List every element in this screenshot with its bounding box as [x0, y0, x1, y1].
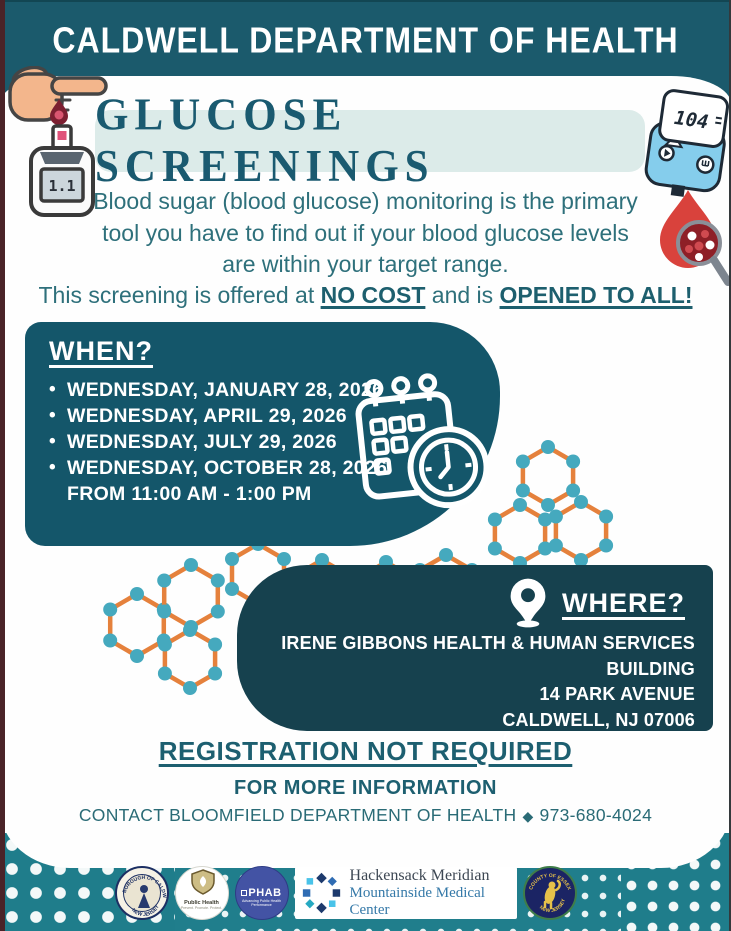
- where-address: IRENE GIBBONS HEALTH & HUMAN SERVICES BU…: [237, 631, 713, 733]
- glucose-meter-icon: 1.1: [29, 124, 95, 217]
- public-health-label: Public Health: [184, 900, 219, 906]
- cost-and-is: and is: [425, 282, 500, 308]
- glucose-meter-blue-icon: 104: [644, 89, 729, 197]
- diamond-icon: ◆: [522, 808, 534, 824]
- phab-logo: PHAB Advancing Public Health Performance: [234, 866, 289, 920]
- when-time-line: FROM 11:00 AM - 1:00 PM: [67, 483, 312, 505]
- hackensack-meridian-logo: Hackensack Meridian Mountainside Medical…: [294, 867, 517, 920]
- page-title: CALDWELL DEPARTMENT OF HEALTH: [52, 19, 679, 61]
- phab-label: PHAB: [236, 887, 288, 899]
- where-section: WHERE? IRENE GIBBONS HEALTH & HUMAN SERV…: [237, 565, 713, 731]
- public-health-shield-icon: [190, 869, 215, 895]
- phab-sub: Advancing Public Health Performance: [242, 899, 281, 908]
- hackensack-line1: Hackensack Meridian: [349, 866, 490, 884]
- meter-right-reading: 104: [673, 107, 710, 134]
- hackensack-line2: Mountainside Medical Center: [349, 884, 485, 919]
- when-heading: WHEN?: [49, 336, 153, 366]
- intro-section: Blood sugar (blood glucose) monitoring i…: [0, 186, 731, 281]
- blood-drop-icon: [50, 99, 68, 125]
- more-info-heading: FOR MORE INFORMATION: [234, 777, 497, 799]
- blood-drop-magnifier-icon: [660, 190, 731, 286]
- when-item: WEDNESDAY, JULY 29, 2026: [49, 429, 500, 455]
- cost-prefix: This screening is offered at: [38, 282, 321, 308]
- cost-opened: OPENED TO ALL!: [499, 282, 693, 308]
- where-header: WHERE?: [237, 565, 713, 631]
- left-edge-stripe: [0, 0, 5, 931]
- location-pin-icon: [510, 578, 546, 628]
- public-health-sub: Prevent. Promote. Protect.: [180, 906, 223, 910]
- phab-square-icon: [241, 890, 248, 897]
- cost-line: This screening is offered at NO COST and…: [0, 282, 731, 309]
- intro-paragraph: Blood sugar (blood glucose) monitoring i…: [93, 188, 638, 278]
- where-heading: WHERE?: [562, 587, 685, 618]
- contact-line: CONTACT BLOOMFIELD DEPARTMENT OF HEALTH ◆…: [0, 805, 731, 826]
- calendar-clock-icon: [346, 362, 493, 528]
- contact-phone: 973-680-4024: [539, 805, 653, 825]
- borough-of-caldwell-seal: BOROUGH OF CALDWELL NEW JERSEY: [114, 866, 169, 920]
- pointing-hand-icon: [8, 66, 108, 122]
- where-line: IRENE GIBBONS HEALTH & HUMAN SERVICES BU…: [281, 633, 695, 679]
- where-line: CALDWELL, NJ 07006: [502, 709, 695, 730]
- where-line: 14 PARK AVENUE: [539, 684, 695, 704]
- caldwell-seal-art: BOROUGH OF CALDWELL NEW JERSEY: [117, 868, 167, 918]
- right-edge-stripe: [729, 0, 731, 931]
- hackensack-text: Hackensack Meridian Mountainside Medical…: [350, 867, 517, 920]
- public-health-logo: Public Health Prevent. Promote. Protect.: [174, 866, 229, 920]
- svg-text:BOROUGH OF CALDWELL: BOROUGH OF CALDWELL: [117, 868, 167, 899]
- when-item: WEDNESDAY, OCTOBER 28, 2026: [49, 455, 500, 481]
- when-item: WEDNESDAY, APRIL 29, 2026: [49, 403, 500, 429]
- contact-text: CONTACT BLOOMFIELD DEPARTMENT OF HEALTH: [78, 805, 517, 825]
- cost-no-cost: NO COST: [320, 282, 426, 308]
- when-list: WEDNESDAY, JANUARY 28, 2026 WEDNESDAY, A…: [49, 377, 500, 481]
- meter-left-reading: 1.1: [48, 177, 75, 195]
- when-section: WHEN? WEDNESDAY, JANUARY 28, 2026 WEDNES…: [25, 322, 500, 546]
- registration-note: REGISTRATION NOT REQUIRED: [158, 736, 573, 766]
- title-box: GLUCOSE SCREENINGS: [95, 91, 645, 191]
- when-item: WEDNESDAY, JANUARY 28, 2026: [49, 377, 500, 403]
- county-of-essex-seal: COUNTY OF ESSEX NEW JERSEY: [522, 866, 577, 920]
- hackensack-pinwheel-icon: [302, 872, 340, 914]
- essex-seal-art: COUNTY OF ESSEX NEW JERSEY: [528, 873, 572, 914]
- partner-logos-row: BOROUGH OF CALDWELL NEW JERSEY Public He…: [0, 866, 731, 920]
- flyer-title: GLUCOSE SCREENINGS: [95, 90, 435, 192]
